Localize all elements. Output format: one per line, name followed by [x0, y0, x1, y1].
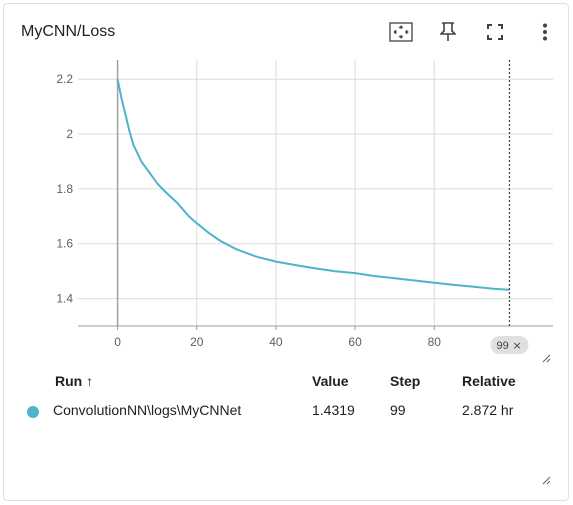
x-tick-label: 0 [114, 335, 121, 349]
x-tick-labels: 0 20 40 60 80 [114, 335, 441, 349]
pin-icon [440, 22, 456, 41]
x-tick-label: 80 [428, 335, 442, 349]
y-tick-labels: 1.4 1.6 1.8 2 2.2 [56, 72, 73, 305]
x-tick-label: 60 [348, 335, 362, 349]
scalar-card: MyCNN/Loss 1.4 1.6 1.8 2 2.2 0 20 40 60 80 [3, 3, 569, 501]
more-menu-button[interactable] [531, 18, 559, 46]
run-value: 1.4319 [312, 402, 355, 418]
x-tick-label: 20 [190, 335, 204, 349]
loss-series-line [116, 79, 510, 291]
step-cursor-badge[interactable]: 99 × [490, 336, 529, 354]
value-column-header: Value [312, 373, 349, 389]
more-vert-icon [543, 23, 547, 41]
step-cursor-label: 99 [496, 340, 508, 352]
close-icon[interactable]: × [512, 339, 521, 352]
fullscreen-icon [487, 24, 503, 40]
y-tick-label: 2 [66, 127, 73, 141]
line-chart[interactable]: 1.4 1.6 1.8 2 2.2 0 20 40 60 80 99 × [4, 4, 570, 364]
y-tick-label: 1.6 [56, 237, 73, 251]
fit-domain-button[interactable] [387, 18, 415, 46]
y-tick-label: 1.4 [56, 292, 73, 306]
run-column-header[interactable]: Run ↑ [55, 373, 94, 389]
y-gridlines [78, 78, 553, 300]
table-resize-handle-icon[interactable] [541, 475, 551, 485]
x-gridlines [117, 60, 435, 330]
pin-button[interactable] [434, 18, 462, 46]
step-column-header: Step [390, 373, 421, 389]
run-color-dot [27, 406, 39, 418]
run-name: ConvolutionNN\logs\MyCNNet [53, 402, 242, 418]
run-step: 99 [390, 402, 406, 418]
fit-domain-icon [389, 22, 413, 42]
run-relative: 2.872 hr [462, 402, 514, 418]
card-title: MyCNN/Loss [21, 23, 116, 40]
y-tick-label: 2.2 [56, 72, 73, 86]
x-tick-label: 40 [269, 335, 283, 349]
resize-handle-icon[interactable] [541, 353, 551, 363]
fullscreen-button[interactable] [481, 18, 509, 46]
relative-column-header: Relative [462, 373, 516, 389]
y-tick-label: 1.8 [56, 182, 73, 196]
